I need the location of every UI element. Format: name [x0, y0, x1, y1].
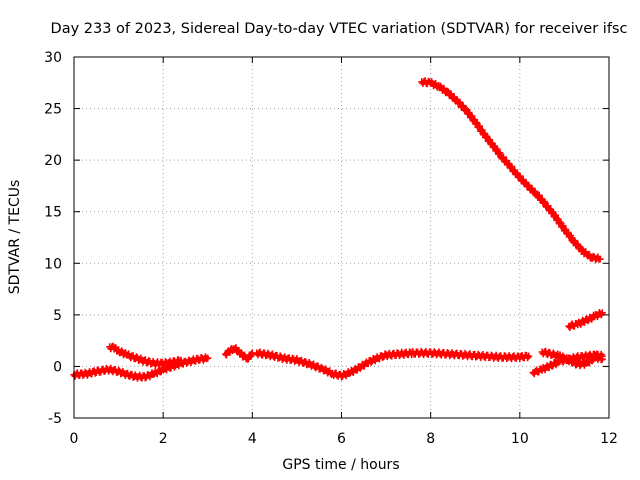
series-markers [106, 342, 185, 369]
x-tick-label: 12 [600, 431, 618, 447]
series-markers [253, 348, 533, 381]
data-series [70, 77, 606, 382]
x-tick-label: 6 [337, 431, 346, 447]
x-tick-label: 2 [159, 431, 168, 447]
x-tick-label: 10 [511, 431, 529, 447]
x-axis-label: GPS time / hours [282, 457, 399, 473]
y-tick-label: 20 [44, 153, 62, 169]
y-tick-label: -5 [48, 411, 62, 427]
grid-lines [74, 57, 609, 418]
y-tick-label: 30 [44, 50, 62, 66]
y-tick-label: 5 [53, 308, 62, 324]
y-axis-label: SDTVAR / TECUs [7, 180, 23, 295]
y-tick-label: 25 [44, 102, 62, 118]
x-tick-label: 8 [426, 431, 435, 447]
series-arc-3.4h [222, 344, 256, 363]
series-markers [565, 309, 606, 331]
series-arc-10.5h [538, 347, 606, 370]
y-tick-label: 0 [53, 359, 62, 375]
x-tick-label: 0 [70, 431, 79, 447]
chart-title: Day 233 of 2023, Sidereal Day-to-day VTE… [51, 21, 628, 37]
x-tick-label: 4 [248, 431, 257, 447]
series-arc-0.8h [106, 342, 185, 369]
series-arc-11.1h [565, 309, 606, 331]
series-arc-7.8h [418, 77, 604, 264]
series-markers [222, 344, 256, 363]
y-tick-label: 15 [44, 205, 62, 221]
series-main-track-2 [253, 348, 533, 381]
series-markers [418, 77, 604, 264]
y-tick-label: 10 [44, 256, 62, 272]
axis-ticks: 0 2 4 6 8 10 12 -5 0 5 10 15 20 25 30 [44, 50, 618, 447]
series-markers [538, 347, 606, 370]
